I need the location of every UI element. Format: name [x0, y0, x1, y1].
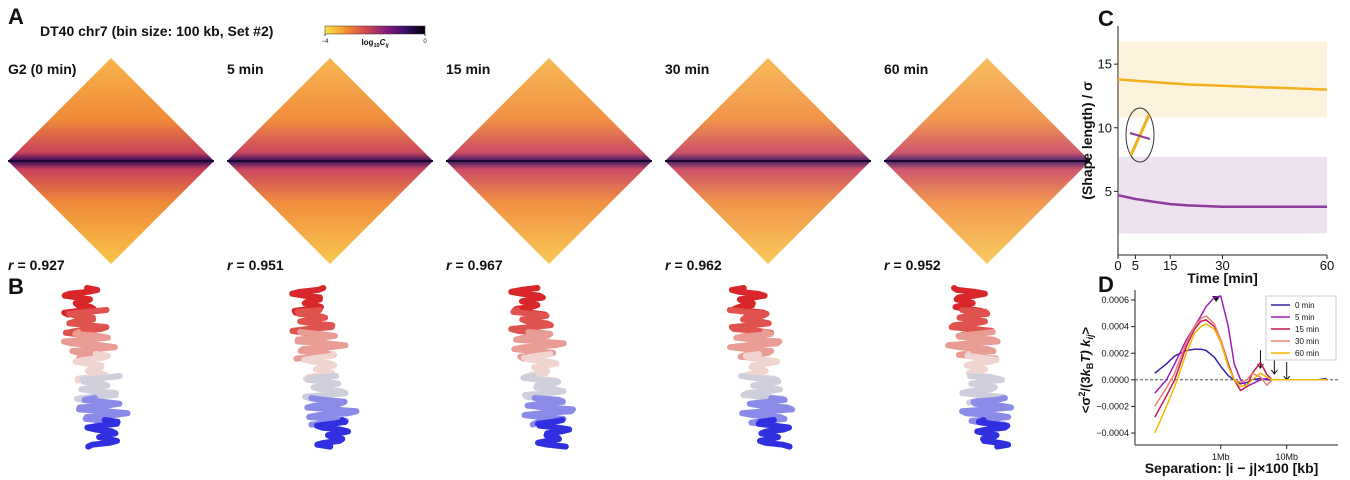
- r-number: 0.927: [30, 257, 65, 273]
- x-axis-label: Separation: |i − j|×100 [kb]: [1145, 460, 1319, 476]
- map-title: 5 min: [227, 61, 264, 77]
- structure-segment: [87, 420, 117, 447]
- trajectory-spread: [1118, 41, 1327, 117]
- structure-segment: [977, 420, 1008, 447]
- r-symbol: r: [227, 257, 234, 273]
- r-symbol: r: [446, 257, 453, 273]
- r-number: 0.962: [687, 257, 722, 273]
- label-part: >: [1078, 326, 1093, 334]
- r-equals: =: [236, 257, 244, 273]
- r-symbol: r: [8, 257, 15, 273]
- r-number: 0.952: [906, 257, 941, 273]
- y-tick-label: −0.0002: [1096, 402, 1129, 412]
- legend-label: 15 min: [1295, 325, 1319, 334]
- x-axis-label: Time [min]: [1187, 270, 1258, 286]
- y-axis-label: (Shape length) / σ: [1079, 81, 1095, 200]
- y-tick-label: 5: [1105, 184, 1112, 199]
- y-tick-label: −0.0004: [1096, 428, 1129, 438]
- r-equals: =: [17, 257, 25, 273]
- label-part: ij: [385, 43, 389, 49]
- structure-segment: [538, 420, 569, 447]
- r-symbol: r: [665, 257, 672, 273]
- structure-segment: [317, 420, 348, 447]
- label-part: /(3: [1078, 376, 1093, 391]
- colorbar-label: log10Cij: [361, 38, 389, 49]
- x-tick-label: 5: [1132, 258, 1139, 273]
- r-equals: =: [674, 257, 682, 273]
- r-value: r= 0.951: [227, 257, 284, 273]
- panel-label: D: [1098, 272, 1114, 297]
- legend-label: 60 min: [1295, 349, 1319, 358]
- r-equals: =: [455, 257, 463, 273]
- y-tick-label: 0.0006: [1101, 295, 1129, 305]
- r-value: r= 0.967: [446, 257, 503, 273]
- map-title: 15 min: [446, 61, 490, 77]
- r-number: 0.967: [468, 257, 503, 273]
- map-title: 30 min: [665, 61, 709, 77]
- panel-label: B: [8, 274, 24, 299]
- map-title: 60 min: [884, 61, 928, 77]
- y-tick-label: 0.0002: [1101, 348, 1129, 358]
- r-value: r= 0.952: [884, 257, 941, 273]
- y-axis-label: <σ2/(3kBT) kij>: [1077, 326, 1095, 413]
- map-title: G2 (0 min): [8, 61, 76, 77]
- x-tick-label: 0: [1114, 258, 1121, 273]
- label-part: log: [361, 38, 373, 47]
- r-equals: =: [893, 257, 901, 273]
- figure-title: DT40 chr7 (bin size: 100 kb, Set #2): [40, 23, 273, 39]
- y-tick-label: 0.0000: [1101, 375, 1129, 385]
- r-value: r= 0.962: [665, 257, 722, 273]
- panel-label: A: [8, 4, 24, 29]
- r-symbol: r: [884, 257, 891, 273]
- legend-label: 5 min: [1295, 313, 1315, 322]
- colorbar-tick-label: −4: [322, 39, 330, 45]
- label-part: T): [1078, 347, 1093, 363]
- y-tick-label: 15: [1098, 57, 1112, 72]
- trajectory-spread: [1118, 157, 1327, 233]
- colorbar-tick-label: 0: [423, 39, 427, 45]
- x-tick-label: 60: [1320, 258, 1334, 273]
- panel-label: C: [1098, 6, 1114, 31]
- y-tick-label: 0.0004: [1101, 322, 1129, 332]
- x-tick-label: 15: [1163, 258, 1177, 273]
- label-part: <σ: [1078, 397, 1093, 414]
- structure-segment: [759, 420, 790, 447]
- r-number: 0.951: [249, 257, 284, 273]
- y-tick-label: 10: [1098, 120, 1112, 135]
- legend-label: 0 min: [1295, 301, 1315, 310]
- colorbar: [325, 26, 425, 34]
- legend-label: 30 min: [1295, 337, 1319, 346]
- figure: A B C D DT40 chr7 (bin size: 100 kb, Set…: [0, 0, 1350, 480]
- arrow-annotation: [1284, 362, 1290, 380]
- r-value: r= 0.927: [8, 257, 65, 273]
